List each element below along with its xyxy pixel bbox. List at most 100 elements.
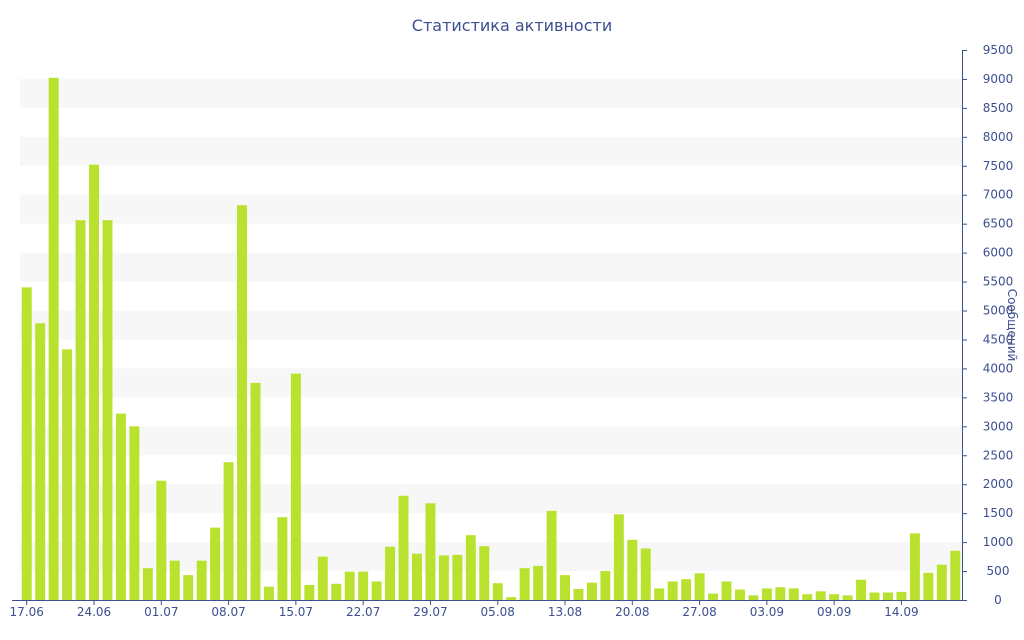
bar[interactable] — [909, 533, 920, 600]
bar[interactable] — [371, 581, 382, 600]
y-tick-label: 9000 — [983, 72, 1014, 86]
bar[interactable] — [223, 462, 234, 600]
bar[interactable] — [640, 548, 651, 600]
y-tick-label: 8500 — [983, 101, 1014, 115]
bar[interactable] — [829, 594, 840, 600]
bar[interactable] — [802, 594, 813, 600]
bar[interactable] — [667, 581, 678, 600]
bar[interactable] — [385, 546, 396, 600]
bar[interactable] — [331, 583, 342, 600]
bar[interactable] — [344, 571, 355, 600]
bar[interactable] — [304, 584, 315, 600]
bar[interactable] — [412, 553, 422, 600]
bar[interactable] — [506, 597, 517, 600]
y-tick-label: 6000 — [983, 246, 1014, 260]
bar[interactable] — [35, 323, 46, 600]
grid-band — [20, 252, 962, 282]
bar[interactable] — [708, 593, 719, 600]
bar[interactable] — [492, 583, 503, 600]
y-tick-label: 5500 — [983, 275, 1014, 289]
bar[interactable] — [546, 510, 557, 600]
y-tick-label: 6500 — [983, 217, 1014, 231]
y-tick-label: 8000 — [983, 130, 1014, 144]
bar[interactable] — [277, 517, 288, 600]
bar[interactable] — [169, 560, 180, 600]
bar[interactable] — [89, 164, 99, 600]
bar[interactable] — [788, 588, 799, 600]
bar[interactable] — [425, 503, 436, 600]
bar[interactable] — [250, 382, 261, 600]
x-tick-label: 27.08 — [682, 605, 716, 619]
bar[interactable] — [600, 571, 611, 600]
bar[interactable] — [62, 349, 73, 600]
bar[interactable] — [721, 581, 732, 600]
bar[interactable] — [869, 592, 880, 600]
bar[interactable] — [210, 527, 221, 600]
bar[interactable] — [75, 220, 86, 601]
bar[interactable] — [533, 565, 544, 600]
x-axis-ticks: 17.06 24.06 01.07 08.07 15.07 22.07 29.07 05.08… — [10, 600, 919, 619]
x-tick-label: 17.06 — [10, 605, 44, 619]
bar[interactable] — [102, 220, 113, 601]
bar[interactable] — [936, 564, 947, 600]
bar[interactable] — [761, 588, 772, 600]
bar[interactable] — [290, 373, 301, 600]
bar[interactable] — [196, 560, 207, 600]
y-tick-label: 3500 — [983, 390, 1014, 404]
bar[interactable] — [775, 587, 786, 600]
bar[interactable] — [479, 546, 490, 600]
x-tick-label: 20.08 — [615, 605, 649, 619]
bar[interactable] — [560, 575, 570, 600]
bar[interactable] — [263, 586, 274, 600]
bar[interactable] — [681, 579, 692, 600]
bar[interactable] — [317, 556, 328, 600]
bar[interactable] — [358, 571, 369, 600]
bar[interactable] — [398, 495, 409, 600]
bar[interactable] — [438, 555, 449, 600]
bar[interactable] — [519, 568, 530, 600]
bar[interactable] — [586, 582, 597, 600]
grid-band — [20, 368, 962, 398]
bar[interactable] — [573, 589, 584, 600]
bar[interactable] — [842, 595, 853, 600]
bar[interactable] — [452, 554, 463, 600]
chart-title: Статистика активности — [412, 16, 612, 35]
y-tick-label: 7000 — [983, 188, 1014, 202]
grid-band — [20, 194, 962, 224]
x-tick-label: 29.07 — [413, 605, 447, 619]
bar[interactable] — [183, 575, 194, 600]
grid-bands — [20, 78, 962, 572]
bar[interactable] — [21, 287, 32, 600]
bar[interactable] — [923, 572, 934, 600]
bar[interactable] — [237, 205, 248, 600]
y-tick-label: 5000 — [983, 304, 1014, 318]
x-tick-label: 09.09 — [817, 605, 851, 619]
grid-band — [20, 310, 962, 340]
x-tick-label: 22.07 — [346, 605, 380, 619]
bar[interactable] — [748, 595, 759, 600]
bar[interactable] — [950, 550, 961, 600]
y-tick-label: 7500 — [983, 159, 1014, 173]
bar[interactable] — [465, 535, 476, 600]
bar[interactable] — [654, 588, 665, 600]
bar[interactable] — [613, 514, 624, 600]
bar[interactable] — [896, 591, 907, 600]
bar[interactable] — [48, 77, 59, 600]
bar[interactable] — [129, 426, 140, 600]
grid-band — [20, 136, 962, 166]
bar[interactable] — [856, 579, 867, 600]
bar[interactable] — [883, 592, 893, 600]
bar[interactable] — [694, 573, 705, 600]
y-tick-label: 1000 — [983, 535, 1014, 549]
bar[interactable] — [734, 589, 745, 600]
x-tick-label: 03.09 — [750, 605, 784, 619]
bar[interactable] — [627, 539, 638, 600]
x-tick-label: 24.06 — [77, 605, 111, 619]
y-tick-label: 500 — [987, 564, 1010, 578]
y-tick-label: 0 — [994, 593, 1002, 607]
bar[interactable] — [156, 480, 167, 600]
bar[interactable] — [142, 568, 153, 600]
y-tick-label: 3000 — [983, 419, 1014, 433]
bar[interactable] — [115, 413, 126, 600]
bar[interactable] — [815, 591, 826, 600]
